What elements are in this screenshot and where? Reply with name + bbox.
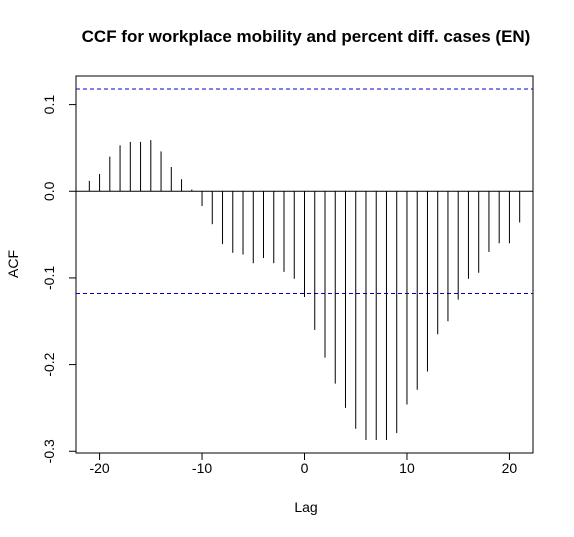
y-tick-label: 0.1 [41, 95, 57, 115]
x-axis: -20 -10 0 10 20 [89, 452, 518, 476]
x-tick-label: 0 [301, 460, 309, 476]
chart-title: CCF for workplace mobility and percent d… [82, 27, 531, 46]
y-tick-label: -0.2 [41, 352, 57, 376]
x-tick-label: 20 [502, 460, 518, 476]
x-axis-label: Lag [294, 499, 317, 515]
y-tick-label: -0.3 [41, 439, 57, 463]
ccf-bars [88, 140, 521, 440]
y-axis: 0.1 0.0 -0.1 -0.2 -0.3 [41, 95, 77, 463]
y-axis-label: ACF [5, 250, 21, 278]
x-tick-label: -20 [89, 460, 109, 476]
x-tick-label: -10 [192, 460, 212, 476]
y-tick-label: 0.0 [41, 181, 57, 201]
x-tick-label: 10 [399, 460, 415, 476]
y-tick-label: -0.1 [41, 266, 57, 290]
